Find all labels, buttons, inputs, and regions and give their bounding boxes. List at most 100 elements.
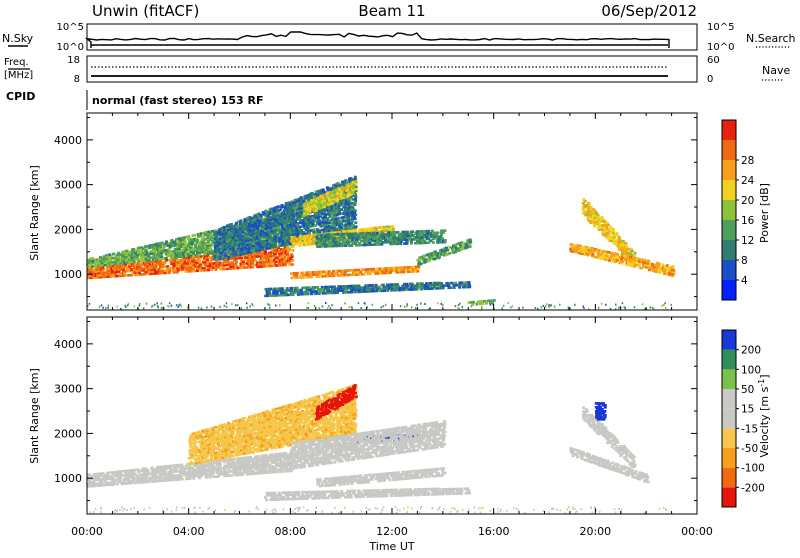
power-cell — [593, 256, 596, 259]
power-cell — [266, 292, 269, 295]
power-cell — [334, 237, 337, 240]
power-cell — [380, 226, 383, 229]
power-cell — [304, 195, 307, 198]
freq-panel — [87, 56, 697, 82]
power-cell — [275, 264, 278, 267]
power-cell — [436, 231, 439, 234]
power-noise-cell — [171, 305, 173, 307]
power-noise-cell — [457, 307, 459, 309]
power-noise-cell — [503, 305, 505, 307]
power-noise-cell — [89, 303, 91, 305]
power-noise-cell — [508, 302, 510, 304]
power-noise-cell — [381, 306, 383, 308]
power-noise-cell — [125, 305, 127, 307]
power-cell — [347, 274, 350, 277]
power-cell — [419, 258, 422, 261]
power-cell — [579, 245, 582, 248]
power-noise-cell — [535, 307, 537, 309]
power-cell — [300, 196, 303, 199]
power-noise-cell — [358, 302, 360, 304]
power-noise-cell — [206, 306, 208, 308]
power-cell — [346, 181, 349, 184]
power-cell — [454, 250, 457, 253]
power-cell — [466, 246, 469, 249]
power-cell — [391, 225, 394, 228]
power-cell — [643, 259, 646, 262]
power-noise-cell — [143, 307, 145, 309]
power-noise-cell — [327, 307, 329, 309]
power-cell — [371, 227, 374, 230]
power-cell — [445, 247, 448, 250]
power-noise-cell — [134, 306, 136, 308]
power-cell — [454, 246, 457, 249]
power-cell — [358, 285, 361, 288]
power-noise-cell — [331, 304, 333, 306]
power-noise-cell — [458, 304, 460, 306]
power-cell — [598, 249, 601, 252]
power-noise-cell — [665, 307, 667, 309]
power-noise-cell — [372, 304, 374, 306]
power-noise-cell — [634, 306, 636, 308]
power-cell — [624, 242, 627, 245]
power-noise-cell — [319, 307, 321, 309]
cpid-label: CPID — [6, 90, 35, 103]
power-cell — [434, 257, 437, 260]
power-noise-cell — [442, 304, 444, 306]
power-cell — [610, 252, 613, 255]
power-cell — [248, 254, 251, 257]
power-noise-cell — [625, 307, 627, 309]
power-cell — [299, 226, 302, 229]
power-cell — [173, 271, 176, 274]
power-noise-cell — [161, 303, 163, 305]
power-cell — [424, 261, 427, 264]
power-cell — [299, 244, 302, 247]
power-cell — [363, 273, 366, 276]
power-cell — [183, 236, 186, 239]
power-noise-cell — [308, 302, 310, 304]
power-noise-cell — [400, 305, 402, 307]
power-noise-cell — [411, 306, 413, 308]
power-cell — [321, 273, 324, 276]
power-cell — [329, 199, 332, 202]
power-noise-cell — [116, 306, 118, 308]
power-cell — [413, 284, 416, 287]
power-cell — [461, 281, 464, 284]
power-noise-cell — [404, 306, 406, 308]
power-noise-cell — [139, 305, 141, 307]
power-cell — [287, 289, 290, 292]
power-cell — [288, 247, 291, 250]
power-cell — [290, 253, 293, 256]
nsearch-label: N.Search — [746, 32, 796, 45]
power-noise-cell — [107, 307, 109, 309]
power-cell — [116, 275, 119, 278]
power-cell — [424, 242, 427, 245]
power-cell — [328, 243, 331, 246]
power-cell — [382, 272, 385, 275]
power-noise-cell — [605, 304, 607, 306]
power-cell — [351, 206, 354, 209]
freq-tick-top: 18 — [67, 55, 80, 66]
power-cell — [310, 276, 313, 279]
power-cell — [207, 231, 210, 234]
power-noise-cell — [176, 304, 178, 306]
power-cell — [363, 232, 366, 235]
power-noise-cell — [314, 305, 316, 307]
power-cell — [296, 272, 299, 275]
power-noise-cell — [424, 303, 426, 305]
power-cell — [273, 288, 276, 291]
power-noise-cell — [559, 304, 561, 306]
power-noise-cell — [502, 307, 504, 309]
power-cell — [260, 240, 263, 243]
power-cell — [431, 230, 434, 233]
power-cell — [622, 240, 625, 243]
power-noise-cell — [325, 302, 327, 304]
power-cell — [310, 199, 313, 202]
power-cell — [132, 248, 135, 251]
power-cell — [651, 263, 654, 266]
freq-label-2: [MHz] — [4, 70, 33, 81]
power-cell — [307, 276, 310, 279]
power-cell — [193, 234, 196, 237]
cpid-text: normal (fast stereo) 153 RF — [92, 94, 264, 107]
power-noise-cell — [151, 306, 153, 308]
